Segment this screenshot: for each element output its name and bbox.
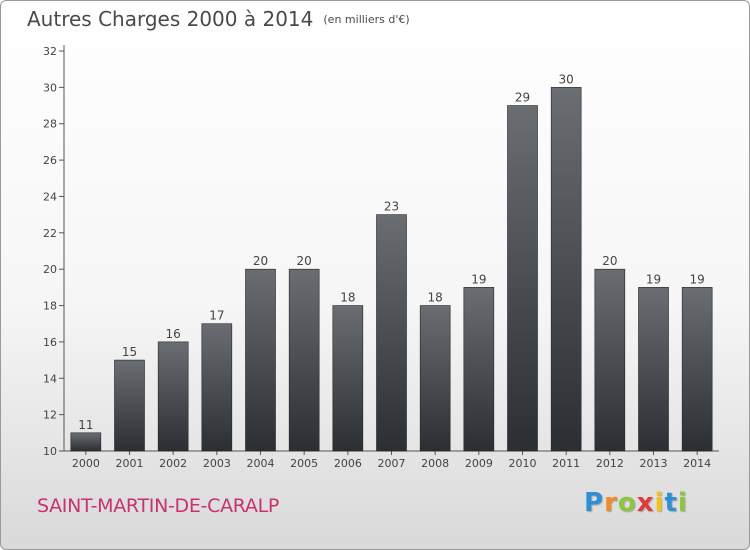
data-label-2013: 19 (646, 272, 661, 286)
data-label-2006: 18 (340, 291, 355, 305)
unit-note: (en milliers d'€) (323, 13, 410, 26)
logo-letter: i (654, 488, 665, 518)
bar-2008 (419, 305, 451, 452)
data-label-2009: 19 (471, 272, 486, 286)
y-tick-label: 10 (43, 445, 57, 458)
bar-2009 (463, 287, 495, 452)
y-tick-label: 26 (43, 154, 57, 167)
x-tick-label: 2004 (247, 457, 275, 470)
data-labels: 11 15 16 17 20 20 18 23 18 19 29 30 20 19 19 (78, 72, 705, 431)
logo-letter: i (677, 488, 688, 518)
y-tick-label: 20 (43, 263, 57, 276)
commune-name: SAINT-MARTIN-DE-CARALP (37, 495, 280, 517)
x-tick-label: 2007 (378, 457, 406, 470)
data-label-2002: 16 (166, 327, 181, 341)
data-label-2007: 23 (384, 200, 399, 214)
y-tick-label: 18 (43, 300, 57, 313)
logo-letter: r (604, 488, 618, 518)
bar-2004 (245, 268, 276, 452)
bars (70, 87, 713, 452)
y-tick-label: 32 (43, 45, 57, 58)
x-tick-label: 2010 (509, 457, 537, 470)
x-tick-label: 2014 (683, 457, 711, 470)
data-label-2014: 19 (690, 272, 705, 286)
bar-2011 (550, 87, 582, 452)
axes: 10 12 14 16 18 20 22 24 26 28 30 32 2000 2001 2002 2003… (43, 45, 719, 470)
y-tick-label: 16 (43, 336, 57, 349)
bar-2001 (114, 359, 145, 452)
proxiti-logo: Proxiti (584, 488, 688, 518)
y-tick-label: 28 (43, 118, 57, 131)
y-tick-label: 30 (43, 81, 57, 94)
y-tick-label: 14 (43, 372, 57, 385)
data-label-2004: 20 (253, 254, 268, 268)
bar-2013 (638, 287, 669, 452)
data-label-2010: 29 (515, 91, 530, 105)
data-label-2003: 17 (209, 309, 224, 323)
x-tick-label: 2013 (640, 457, 668, 470)
bar-2002 (157, 341, 189, 452)
bar-2003 (201, 323, 233, 452)
x-tick-label: 2009 (465, 457, 493, 470)
x-tick-label: 2006 (334, 457, 362, 470)
bar-chart: 10 12 14 16 18 20 22 24 26 28 30 32 2000 2001 2002 2003… (43, 45, 719, 470)
bar-2000 (70, 432, 102, 452)
bar-2007 (376, 214, 407, 452)
data-label-2001: 15 (122, 345, 137, 359)
bar-2006 (332, 305, 364, 452)
x-tick-label: 2005 (290, 457, 318, 470)
logo-letter: x (636, 488, 655, 518)
data-label-2008: 18 (428, 291, 443, 305)
bar-2010 (507, 105, 538, 452)
bar-2012 (594, 268, 626, 452)
bar-2014 (681, 287, 713, 452)
logo-letter: P (584, 488, 605, 518)
x-tick-label: 2000 (72, 457, 100, 470)
x-tick-label: 2011 (552, 457, 580, 470)
x-tick-label: 2002 (159, 457, 187, 470)
logo-letter: o (617, 488, 637, 518)
data-label-2012: 20 (602, 254, 617, 268)
x-tick-label: 2003 (203, 457, 231, 470)
chart-title: Autres Charges 2000 à 2014 (en milliers d… (27, 7, 410, 31)
y-tick-label: 12 (43, 409, 57, 422)
data-label-2005: 20 (297, 254, 312, 268)
data-label-2000: 11 (78, 418, 93, 432)
x-tick-label: 2001 (116, 457, 144, 470)
y-tick-label: 24 (43, 190, 57, 203)
x-tick-label: 2012 (596, 457, 624, 470)
chart-title-text: Autres Charges 2000 à 2014 (27, 7, 314, 31)
bar-2005 (288, 268, 320, 452)
data-label-2011: 30 (559, 72, 574, 86)
x-tick-label: 2008 (421, 457, 449, 470)
y-tick-label: 22 (43, 227, 57, 240)
logo-letter: t (664, 488, 678, 518)
